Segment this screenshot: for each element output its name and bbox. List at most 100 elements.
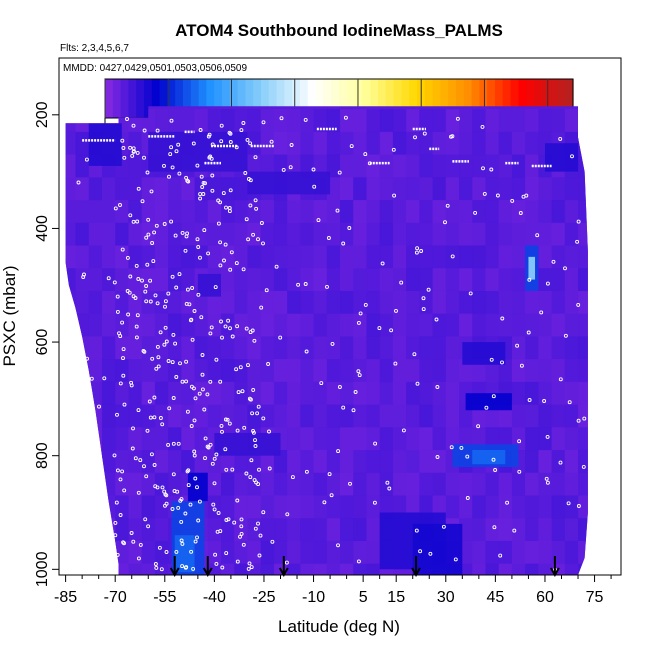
heatmap-cell <box>525 450 539 474</box>
heatmap-cell <box>326 381 341 406</box>
heatmap-cell <box>406 154 420 178</box>
colorbar-segment <box>237 79 246 118</box>
heatmap-cell <box>207 245 222 269</box>
heatmap-cell <box>445 177 460 201</box>
sample-point <box>163 325 168 330</box>
heatmap-cell <box>578 268 588 292</box>
heatmap-cell <box>551 222 566 246</box>
sample-point <box>155 344 160 349</box>
heatmap-cell <box>194 427 209 451</box>
sample-point <box>558 377 563 382</box>
sample-point <box>247 396 252 401</box>
sample-point <box>185 287 190 292</box>
heatmap-cell <box>75 359 90 383</box>
sample-point <box>251 232 256 237</box>
heatmap-cell <box>511 177 526 201</box>
heatmap-cell <box>313 450 328 474</box>
heatmap-region <box>247 171 331 195</box>
sample-point <box>131 539 136 544</box>
heatmap-cell <box>141 563 156 575</box>
heatmap-cell <box>287 290 301 315</box>
sample-point <box>238 534 242 539</box>
sample-point <box>570 154 574 159</box>
heatmap-cell <box>419 154 434 178</box>
sample-point <box>113 520 118 525</box>
heatmap-cell <box>564 336 579 360</box>
sample-point <box>179 519 184 524</box>
heatmap-cell <box>406 404 420 428</box>
heatmap-cell <box>406 222 420 246</box>
sample-point <box>126 312 131 317</box>
sample-point <box>164 501 169 506</box>
heatmap-cell <box>220 404 235 428</box>
sample-point <box>89 376 94 381</box>
heatmap-cell <box>88 540 103 565</box>
heatmap-cell <box>379 200 394 224</box>
heatmap-cell <box>564 268 579 292</box>
sample-point <box>428 551 433 556</box>
sample-point <box>213 552 218 557</box>
heatmap-cell <box>65 222 77 246</box>
sample-point <box>178 361 182 366</box>
heatmap-cell <box>287 404 301 428</box>
sample-point <box>212 456 217 461</box>
sample-point <box>224 467 229 472</box>
sample-point <box>236 390 241 395</box>
sample-point <box>222 258 226 263</box>
heatmap-cell <box>578 313 588 337</box>
heatmap-cell <box>154 472 169 496</box>
heatmap-cell <box>115 540 129 565</box>
sample-point <box>455 116 460 121</box>
colorbar-segment <box>409 79 418 118</box>
heatmap-cell <box>432 200 447 224</box>
heatmap-cell <box>340 109 354 133</box>
sample-point <box>192 449 197 454</box>
heatmap-cell <box>128 540 143 565</box>
heatmap-cell <box>459 404 473 428</box>
heatmap-cell <box>392 336 407 360</box>
heatmap-cell <box>445 131 460 156</box>
heatmap-cell <box>392 563 407 575</box>
sample-point <box>492 525 497 530</box>
sample-point <box>176 505 181 510</box>
heatmap-cell <box>485 518 500 542</box>
sample-point <box>106 276 111 281</box>
sample-point <box>131 426 135 431</box>
heatmap-cell <box>75 222 90 246</box>
heatmap-cell <box>340 177 354 201</box>
heatmap-cell <box>260 518 275 542</box>
sample-point <box>258 533 263 538</box>
heatmap-cell <box>287 200 301 224</box>
heatmap-cell <box>287 222 301 246</box>
heatmap-cell <box>260 313 275 337</box>
sample-point <box>223 242 228 247</box>
sample-point <box>174 375 179 379</box>
heatmap-cell <box>472 518 486 542</box>
sample-point <box>517 439 522 444</box>
sample-point <box>152 415 157 420</box>
sample-point <box>174 549 179 554</box>
heatmap-cell <box>65 336 77 360</box>
heatmap-cell <box>154 518 169 542</box>
sample-point <box>228 267 233 272</box>
sample-point <box>213 285 218 290</box>
heatmap-cell <box>392 313 407 337</box>
sample-point <box>180 541 185 546</box>
sample-point <box>148 299 153 304</box>
colorbar-segment <box>432 79 441 118</box>
sample-point <box>476 424 481 429</box>
sample-point <box>445 203 450 208</box>
heatmap-cell <box>551 472 566 496</box>
sample-point <box>226 517 231 522</box>
heatmap-cell <box>340 404 354 428</box>
heatmap-cell <box>551 313 566 337</box>
heatmap-cell <box>115 472 129 496</box>
sample-point <box>125 289 130 293</box>
heatmap-cell <box>234 336 248 360</box>
sample-point <box>134 324 139 329</box>
sample-point <box>539 310 544 315</box>
sample-point <box>563 266 567 271</box>
heatmap-cell <box>511 131 526 156</box>
sample-point <box>169 219 174 224</box>
sample-point <box>257 553 262 558</box>
